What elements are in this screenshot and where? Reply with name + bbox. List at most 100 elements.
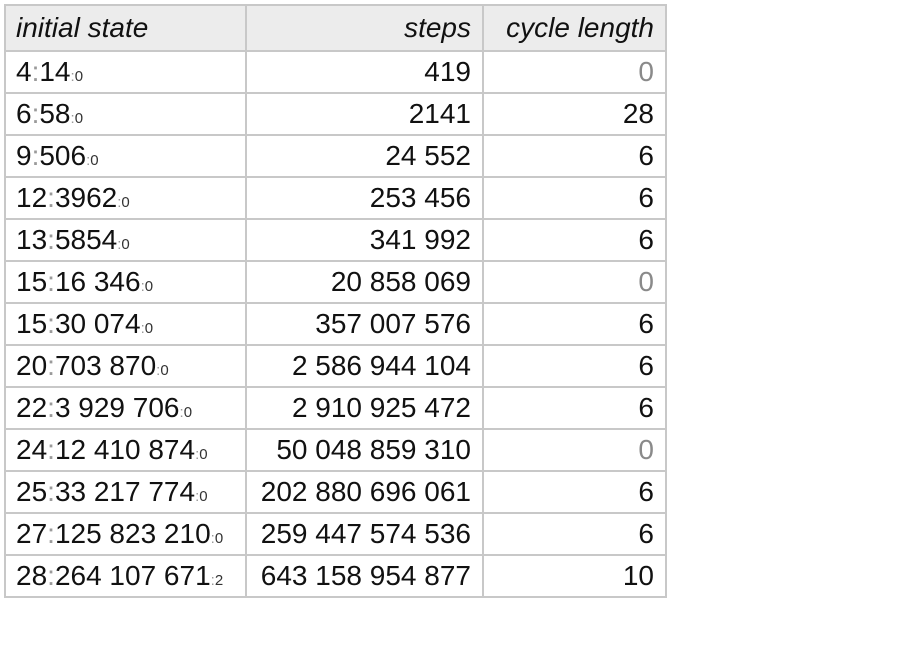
state-value: 58 xyxy=(39,98,71,129)
state-separator: : xyxy=(47,350,55,381)
state-separator: : xyxy=(47,434,55,465)
state-n: 27 xyxy=(16,518,48,549)
state-value: 16 346 xyxy=(54,266,141,297)
state-separator: : xyxy=(47,392,55,423)
state-separator: : xyxy=(31,56,40,87)
state-suffix-value: 2 xyxy=(214,572,224,589)
state-suffix: :0 xyxy=(210,530,224,547)
initial-state-cell: 15:30 074:0 xyxy=(4,302,247,346)
steps-cell: 419 xyxy=(245,50,484,94)
steps-cell: 357 007 576 xyxy=(245,302,484,346)
table-row: 20:703 870:0 2 586 944 104 6 xyxy=(4,344,667,388)
cycle-length-cell: 0 xyxy=(482,260,667,304)
state-suffix: :2 xyxy=(210,572,224,589)
state-separator: : xyxy=(47,308,55,339)
state-n: 15 xyxy=(16,266,48,297)
state-separator: : xyxy=(47,224,55,255)
state-suffix-value: 0 xyxy=(199,446,208,463)
state-n: 22 xyxy=(16,392,48,423)
table-row: 4:14:0 419 0 xyxy=(4,50,667,94)
cycle-length-cell: 6 xyxy=(482,218,667,262)
cycle-length-cell: 6 xyxy=(482,512,667,556)
state-suffix-value: 0 xyxy=(74,68,84,85)
state-separator: : xyxy=(47,182,55,213)
header-steps: steps xyxy=(245,4,484,52)
cycle-length-cell: 6 xyxy=(482,344,667,388)
header-initial-state: initial state xyxy=(4,4,247,52)
state-value: 125 823 210 xyxy=(54,518,211,549)
state-n: 12 xyxy=(16,182,48,213)
table-row: 15:30 074:0 357 007 576 6 xyxy=(4,302,667,346)
state-n: 20 xyxy=(16,350,48,381)
steps-cell: 2141 xyxy=(245,92,484,136)
state-n: 24 xyxy=(16,434,48,465)
header-row: initial state steps cycle length xyxy=(4,4,667,52)
initial-state-cell: 6:58:0 xyxy=(4,92,247,136)
table-body: 4:14:0 419 0 6:58:0 2141 28 9:506:0 24 552 6 12:3… xyxy=(4,50,667,598)
table-row: 13:5854:0 341 992 6 xyxy=(4,218,667,262)
steps-cell: 24 552 xyxy=(245,134,484,178)
results-table: initial state steps cycle length 4:14:0 4… xyxy=(4,4,667,598)
state-suffix-value: 0 xyxy=(183,404,193,421)
table-row: 25:33 217 774:0 202 880 696 061 6 xyxy=(4,470,667,514)
state-separator: : xyxy=(31,98,40,129)
state-suffix: :0 xyxy=(70,110,84,127)
steps-cell: 202 880 696 061 xyxy=(245,470,484,514)
state-separator: : xyxy=(31,140,40,171)
state-value: 30 074 xyxy=(54,308,141,339)
steps-cell: 20 858 069 xyxy=(245,260,484,304)
table-row: 12:3962:0 253 456 6 xyxy=(4,176,667,220)
state-separator: : xyxy=(47,560,55,591)
state-n: 4 xyxy=(16,56,32,87)
table-row: 15:16 346:0 20 858 069 0 xyxy=(4,260,667,304)
state-n: 9 xyxy=(16,140,32,171)
state-suffix: :0 xyxy=(86,152,99,169)
state-suffix: :0 xyxy=(156,362,169,379)
state-value: 3962 xyxy=(54,182,118,213)
cycle-length-cell: 6 xyxy=(482,386,667,430)
initial-state-cell: 22:3 929 706:0 xyxy=(4,386,247,430)
steps-cell: 50 048 859 310 xyxy=(245,428,484,472)
initial-state-cell: 25:33 217 774:0 xyxy=(4,470,247,514)
state-suffix-value: 0 xyxy=(90,152,99,169)
state-suffix: :0 xyxy=(140,320,154,337)
state-suffix: :0 xyxy=(117,194,130,211)
initial-state-cell: 4:14:0 xyxy=(4,50,247,94)
state-suffix-value: 0 xyxy=(121,194,130,211)
state-value: 703 870 xyxy=(54,350,157,381)
state-suffix: :0 xyxy=(70,68,84,85)
state-suffix-value: 0 xyxy=(160,362,169,379)
cycle-length-cell: 6 xyxy=(482,176,667,220)
cycle-length-cell: 6 xyxy=(482,302,667,346)
cycle-length-cell: 28 xyxy=(482,92,667,136)
state-suffix-value: 0 xyxy=(199,488,208,505)
state-suffix: :0 xyxy=(179,404,193,421)
initial-state-cell: 28:264 107 671:2 xyxy=(4,554,247,598)
steps-cell: 2 586 944 104 xyxy=(245,344,484,388)
cycle-length-cell: 6 xyxy=(482,134,667,178)
cycle-length-cell: 0 xyxy=(482,428,667,472)
steps-cell: 2 910 925 472 xyxy=(245,386,484,430)
steps-cell: 259 447 574 536 xyxy=(245,512,484,556)
initial-state-cell: 13:5854:0 xyxy=(4,218,247,262)
state-n: 28 xyxy=(16,560,48,591)
initial-state-cell: 27:125 823 210:0 xyxy=(4,512,247,556)
table-row: 28:264 107 671:2 643 158 954 877 10 xyxy=(4,554,667,598)
state-value: 14 xyxy=(39,56,71,87)
state-n: 6 xyxy=(16,98,32,129)
steps-cell: 643 158 954 877 xyxy=(245,554,484,598)
table-row: 22:3 929 706:0 2 910 925 472 6 xyxy=(4,386,667,430)
state-suffix-value: 0 xyxy=(121,236,130,253)
cycle-length-cell: 0 xyxy=(482,50,667,94)
initial-state-cell: 9:506:0 xyxy=(4,134,247,178)
state-value: 5854 xyxy=(54,224,118,255)
state-suffix: :0 xyxy=(195,446,208,463)
steps-cell: 341 992 xyxy=(245,218,484,262)
state-suffix-value: 0 xyxy=(214,530,224,547)
initial-state-cell: 12:3962:0 xyxy=(4,176,247,220)
state-value: 33 217 774 xyxy=(54,476,196,507)
steps-cell: 253 456 xyxy=(245,176,484,220)
state-suffix-value: 0 xyxy=(74,110,84,127)
state-suffix: :0 xyxy=(195,488,208,505)
initial-state-cell: 20:703 870:0 xyxy=(4,344,247,388)
